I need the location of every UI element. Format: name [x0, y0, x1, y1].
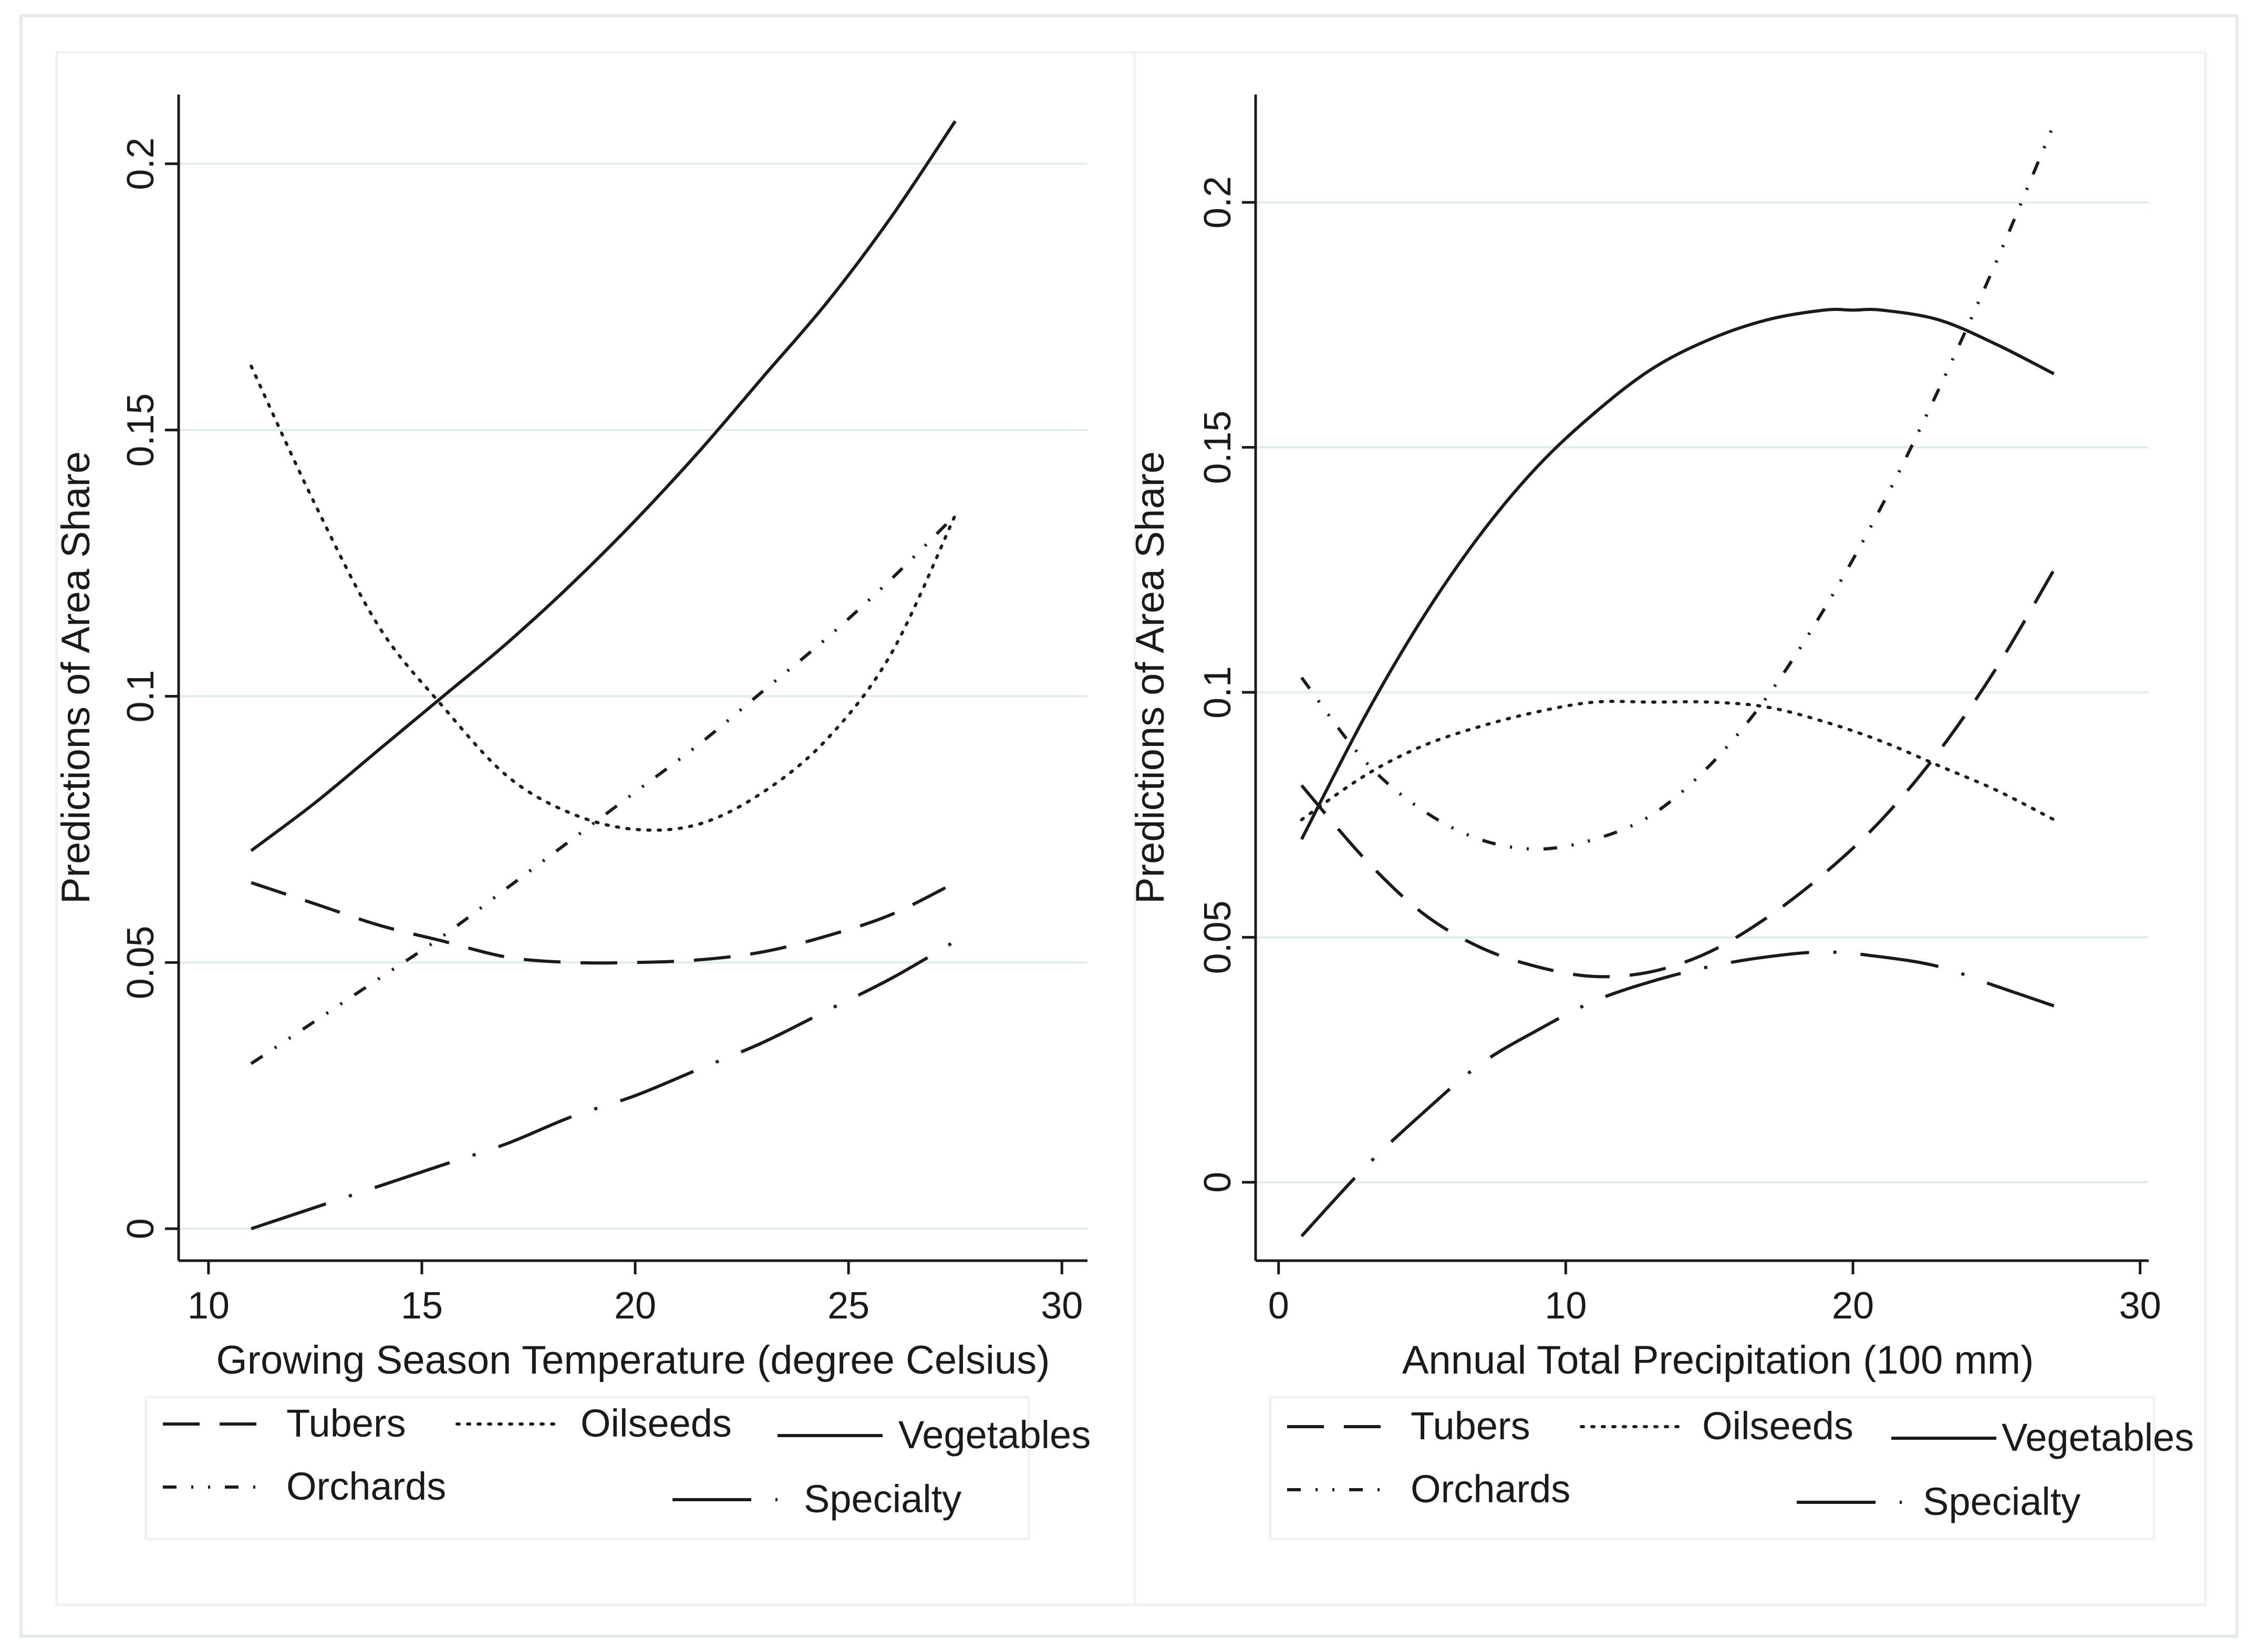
x-tick-label: 10 — [1545, 1285, 1587, 1327]
legend-box — [144, 1396, 1030, 1541]
legend-label-tubers: Tubers — [1411, 1404, 1530, 1448]
series-line-orchards — [1300, 123, 2056, 851]
x-axis-title: Annual Total Precipitation (100 mm) — [1402, 1338, 2034, 1383]
outer-frame — [19, 14, 2239, 1638]
series-line-tubers — [1300, 569, 2056, 979]
panel-frame — [1133, 51, 2207, 1606]
y-tick-label: 0.2 — [1197, 176, 1239, 228]
y-tick-label: 0 — [120, 1218, 162, 1239]
series-line-tubers — [251, 881, 956, 965]
legend-label-specialty: Specialty — [1923, 1480, 2080, 1523]
y-tick-label: 0.15 — [120, 393, 162, 467]
series-line-specialty — [1300, 950, 2055, 1238]
y-tick-label: 0.15 — [1197, 411, 1239, 484]
x-tick-label: 15 — [401, 1285, 443, 1327]
legend-label-vegetables: Vegetables — [2002, 1416, 2194, 1459]
x-tick-label: 0 — [1268, 1285, 1289, 1327]
legend-label-orchards: Orchards — [1411, 1467, 1570, 1511]
legend-label-oilseeds: Oilseeds — [581, 1401, 732, 1445]
legend-label-specialty: Specialty — [804, 1477, 961, 1521]
legend-label-oilseeds: Oilseeds — [1702, 1404, 1853, 1448]
series-line-specialty — [251, 940, 956, 1231]
left-panel: 0 0.05 0.1 0.15 0.2 10 15 20 25 30 Predictions of … — [54, 51, 1136, 1606]
right-panel: 0 0.05 0.1 0.15 0.2 0 10 20 30 Predictions of Are… — [1128, 51, 2207, 1606]
x-tick-label: 30 — [2119, 1285, 2161, 1327]
x-tick-label: 20 — [1832, 1285, 1874, 1327]
y-tick-label: 0.05 — [1197, 900, 1239, 974]
legend-label-orchards: Orchards — [286, 1464, 446, 1508]
y-axis-title: Predictions of Area Share — [54, 451, 98, 904]
x-tick-label: 25 — [827, 1285, 869, 1327]
legend-label-vegetables: Vegetables — [898, 1413, 1091, 1457]
y-axis-title: Predictions of Area Share — [1128, 451, 1173, 904]
y-tick-label: 0 — [1197, 1172, 1239, 1193]
series-line-vegetables — [250, 120, 957, 852]
legend-box — [1269, 1396, 2156, 1541]
y-tick-label: 0.05 — [120, 926, 162, 999]
x-axis-title: Growing Season Temperature (degree Celsi… — [216, 1338, 1050, 1383]
x-tick-label: 30 — [1041, 1285, 1083, 1327]
y-tick-label: 0.2 — [120, 138, 162, 190]
y-tick-label: 0.1 — [1197, 666, 1239, 719]
legend-label-tubers: Tubers — [286, 1401, 406, 1445]
y-tick-label: 0.1 — [120, 670, 162, 722]
x-tick-label: 10 — [188, 1285, 230, 1327]
series-line-vegetables — [1300, 308, 2055, 840]
x-tick-label: 20 — [614, 1285, 656, 1327]
series-line-oilseeds — [1300, 700, 2056, 822]
